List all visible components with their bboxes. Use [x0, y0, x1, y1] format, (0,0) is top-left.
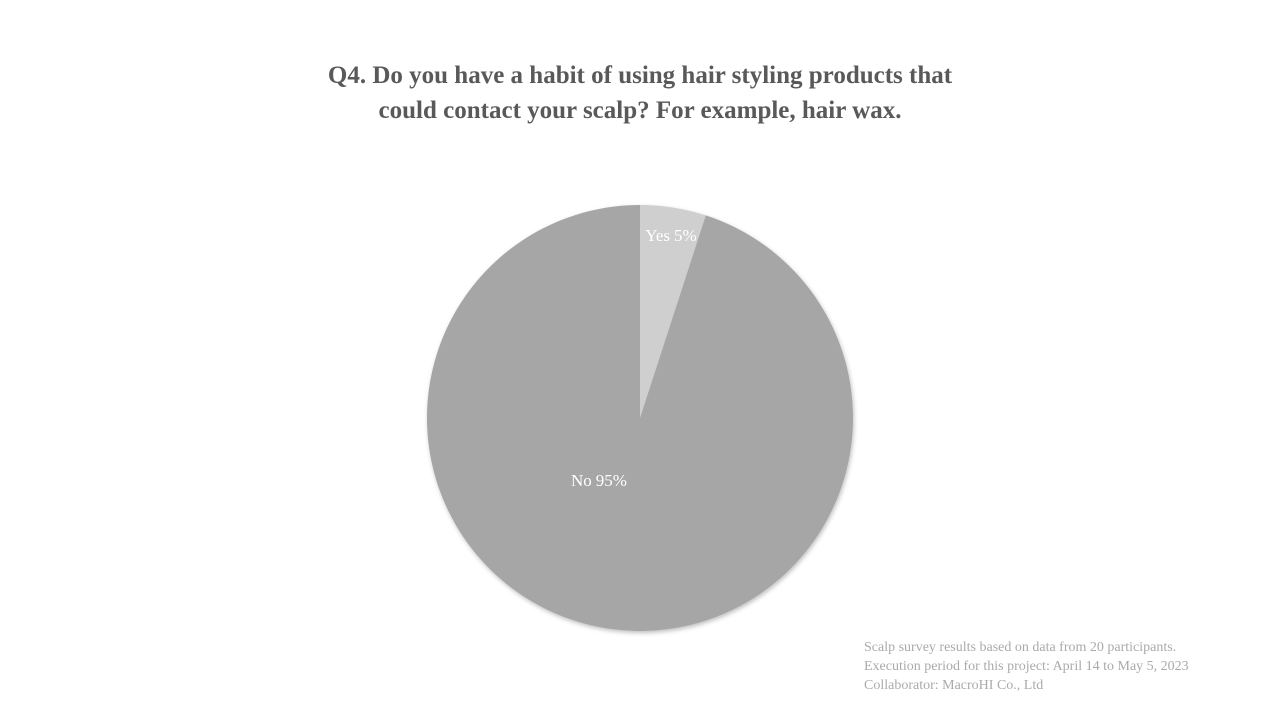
- pie-slice: [426, 205, 853, 632]
- label-category: No: [571, 471, 592, 490]
- footnote: Execution period for this project: April…: [864, 659, 1189, 674]
- label-value: 95%: [596, 471, 627, 490]
- footnote: Scalp survey results based on data from …: [864, 640, 1176, 655]
- pie: [426, 205, 853, 632]
- chart-title: Q4. Do you have a habit of using hair st…: [327, 62, 953, 124]
- footnote: Collaborator: MacroHI Co., Ltd: [864, 678, 1043, 693]
- label-category: Yes: [645, 226, 670, 245]
- data-label: No 95%: [571, 471, 627, 490]
- label-value: 5%: [674, 226, 697, 245]
- pie-slice: [640, 205, 706, 418]
- data-label: Yes 5%: [645, 226, 696, 245]
